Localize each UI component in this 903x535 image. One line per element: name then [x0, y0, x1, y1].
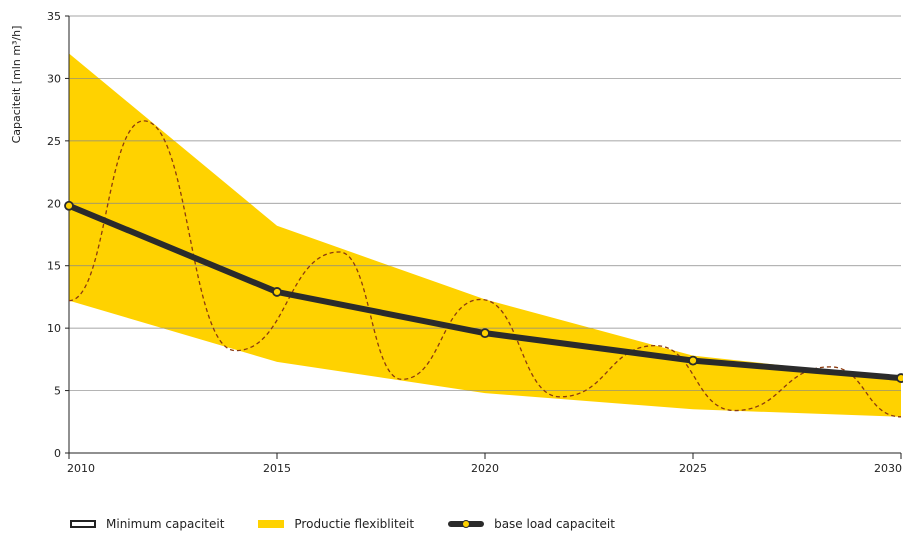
legend-item-productie: Productie flexibliteit — [258, 517, 414, 531]
x-tick-label-2025: 2025 — [679, 462, 707, 475]
legend-item-base-load: base load capaciteit — [448, 517, 615, 531]
y-tick-label-35: 35 — [47, 10, 61, 23]
x-tick-label-2015: 2015 — [263, 462, 291, 475]
base-load-point-2020 — [480, 328, 490, 339]
y-tick-label-5: 5 — [54, 385, 61, 398]
x-tick-label-2020: 2020 — [471, 462, 499, 475]
y-tick-label-20: 20 — [47, 197, 61, 210]
legend-swatch-line — [448, 519, 485, 529]
y-axis-label: Capaciteit [mln m³/h] — [10, 26, 23, 144]
x-tick-label-2030: 2030 — [874, 462, 902, 475]
base-load-point-2015 — [272, 287, 282, 297]
legend-item-minimum: Minimum capaciteit — [70, 517, 224, 531]
band-area — [69, 53, 901, 417]
x-tick-label-2010: 2010 — [67, 462, 95, 475]
legend-swatch-outline — [70, 520, 96, 528]
legend-label-minimum: Minimum capaciteit — [106, 517, 225, 531]
legend-label-productie: Productie flexibliteit — [294, 517, 415, 531]
y-tick-label-10: 10 — [47, 322, 61, 335]
y-tick-label-30: 30 — [47, 72, 61, 85]
base-load-point-2030 — [896, 373, 903, 383]
y-tick-label-25: 25 — [47, 135, 61, 148]
y-tick-label-0: 0 — [54, 447, 61, 460]
base-load-point-2010 — [64, 200, 74, 211]
legend-swatch-fill — [258, 520, 285, 528]
y-tick-label-15: 15 — [47, 260, 61, 273]
base-load-point-2025 — [688, 355, 698, 366]
legend: Minimum capaciteit Productie flexiblitei… — [70, 517, 649, 531]
legend-label-base-load: base load capaciteit — [494, 517, 615, 531]
